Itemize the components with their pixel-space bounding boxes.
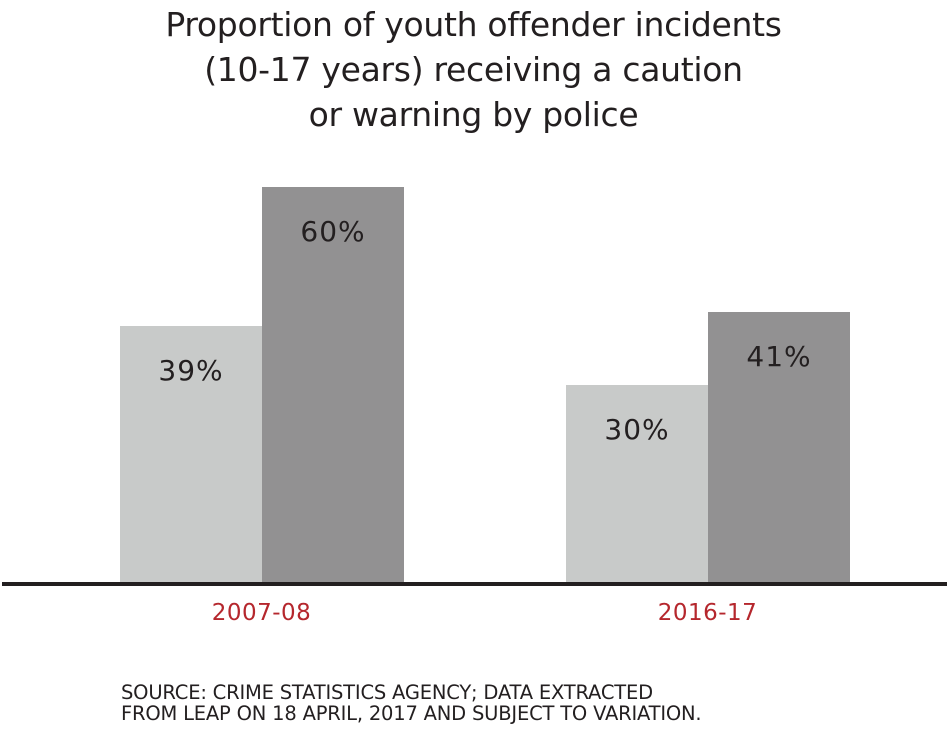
bar-2016-17-series-b: 41% (708, 312, 850, 583)
source-note: SOURCE: CRIME STATISTICS AGENCY; DATA EX… (121, 681, 702, 725)
bar-2007-08-series-a: 39% (120, 326, 262, 583)
bar-value-label: 41% (746, 340, 812, 373)
chart-title: Proportion of youth offender incidents (… (0, 2, 947, 137)
bar-value-label: 60% (300, 215, 366, 248)
x-axis-line (2, 582, 947, 586)
category-label-2007-08: 2007-08 (211, 600, 312, 626)
source-line-1: SOURCE: CRIME STATISTICS AGENCY; DATA EX… (121, 681, 653, 704)
chart-title-line-2: (10-17 years) receiving a caution (204, 50, 743, 89)
bar-2016-17-series-a: 30% (566, 385, 708, 583)
bar-value-label: 39% (158, 354, 224, 387)
bar-2007-08-series-b: 60% (262, 187, 404, 583)
chart-title-line-1: Proportion of youth offender incidents (165, 5, 782, 44)
chart-title-line-3: or warning by police (308, 95, 639, 134)
source-line-2: FROM LEAP ON 18 APRIL, 2017 AND SUBJECT … (121, 702, 702, 725)
category-label-2016-17: 2016-17 (657, 600, 758, 626)
bar-value-label: 30% (604, 413, 670, 446)
